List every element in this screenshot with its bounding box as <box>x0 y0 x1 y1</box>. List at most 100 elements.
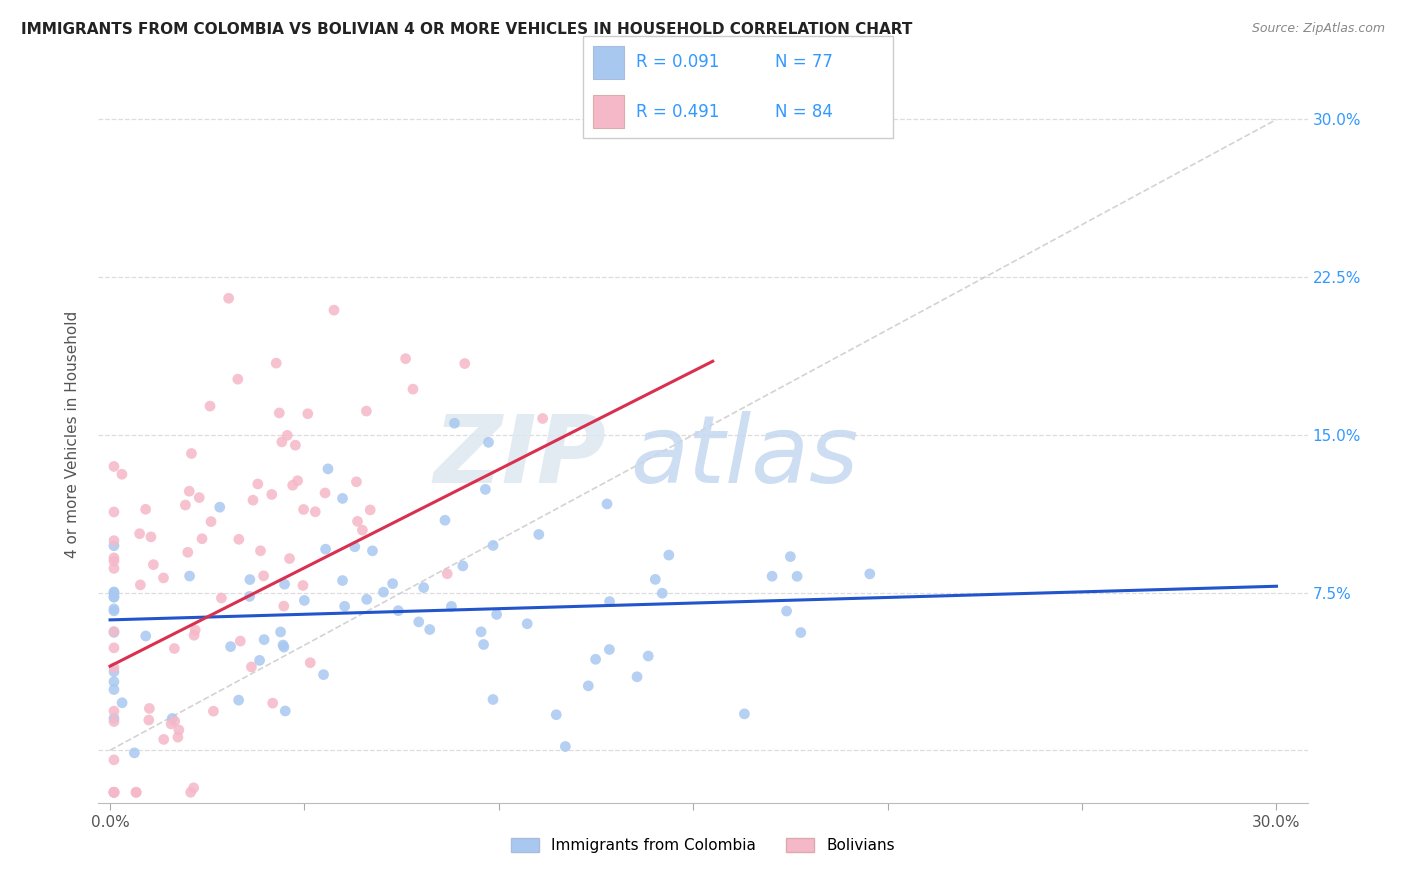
Point <box>103 665 125 679</box>
FancyBboxPatch shape <box>583 36 893 138</box>
Point <box>790 625 813 640</box>
Point <box>585 652 607 666</box>
Point <box>103 785 125 799</box>
Point <box>352 523 374 537</box>
Point <box>188 491 211 505</box>
Point <box>316 462 339 476</box>
Point <box>761 569 783 583</box>
Text: IMMIGRANTS FROM COLOMBIA VS BOLIVIAN 4 OR MORE VEHICLES IN HOUSEHOLD CORRELATION: IMMIGRANTS FROM COLOMBIA VS BOLIVIAN 4 O… <box>21 22 912 37</box>
Point <box>160 717 183 731</box>
Point <box>312 667 335 681</box>
Point <box>103 604 125 618</box>
Point <box>333 599 356 614</box>
Point <box>626 670 648 684</box>
Point <box>103 785 125 799</box>
Point <box>598 642 620 657</box>
Point <box>103 753 125 767</box>
Point <box>359 503 381 517</box>
Point <box>103 533 125 548</box>
Point <box>198 399 221 413</box>
Point <box>281 478 304 492</box>
Point <box>135 629 157 643</box>
Point <box>516 616 538 631</box>
Point <box>269 406 291 420</box>
Point <box>183 780 205 795</box>
Point <box>103 554 125 568</box>
Text: N = 84: N = 84 <box>775 103 834 120</box>
Point <box>297 407 319 421</box>
Point <box>361 544 384 558</box>
Point <box>402 382 425 396</box>
Point <box>179 569 201 583</box>
Point <box>482 692 505 706</box>
Point <box>454 357 477 371</box>
Point <box>270 434 292 449</box>
Point <box>779 549 801 564</box>
Point <box>103 539 125 553</box>
Point <box>576 679 599 693</box>
FancyBboxPatch shape <box>593 46 624 78</box>
Point <box>202 704 225 718</box>
Point <box>138 713 160 727</box>
Point <box>599 594 621 608</box>
Point <box>226 372 249 386</box>
Point <box>531 411 554 425</box>
Point <box>129 578 152 592</box>
Point <box>262 696 284 710</box>
Point <box>470 624 492 639</box>
Point <box>218 291 240 305</box>
Point <box>482 538 505 552</box>
Point <box>332 574 354 588</box>
Point <box>174 498 197 512</box>
Point <box>103 585 125 599</box>
Point <box>160 711 183 725</box>
Point <box>287 474 309 488</box>
Text: R = 0.091: R = 0.091 <box>636 54 720 71</box>
Point <box>103 591 125 605</box>
Point <box>775 604 797 618</box>
Point <box>273 599 295 614</box>
Point <box>111 467 134 482</box>
Point <box>436 566 458 581</box>
Point <box>276 428 298 442</box>
Point <box>304 505 326 519</box>
Text: N = 77: N = 77 <box>775 54 834 71</box>
Point <box>219 640 242 654</box>
Point <box>246 477 269 491</box>
Point <box>103 704 125 718</box>
Point <box>323 303 346 318</box>
Point <box>284 438 307 452</box>
Point <box>644 573 666 587</box>
Point <box>103 550 125 565</box>
Point <box>191 532 214 546</box>
Point <box>387 604 409 618</box>
Point <box>103 674 125 689</box>
Point <box>546 707 568 722</box>
Point <box>249 653 271 667</box>
Point <box>637 648 659 663</box>
Point <box>278 551 301 566</box>
Point <box>228 533 250 547</box>
Point <box>394 351 416 366</box>
Point <box>651 586 673 600</box>
Point <box>240 660 263 674</box>
Point <box>111 696 134 710</box>
Point <box>103 602 125 616</box>
Point <box>527 527 550 541</box>
Point <box>381 576 404 591</box>
Point <box>103 586 125 600</box>
Point <box>274 704 297 718</box>
Point <box>135 502 157 516</box>
Point <box>163 714 186 729</box>
Point <box>658 548 681 562</box>
Point <box>343 540 366 554</box>
Point <box>373 585 395 599</box>
Point <box>332 491 354 506</box>
Point <box>292 502 315 516</box>
Point <box>180 446 202 460</box>
Point <box>142 558 165 572</box>
Point <box>412 581 434 595</box>
Point <box>273 640 295 654</box>
Point <box>252 569 274 583</box>
Point <box>239 573 262 587</box>
